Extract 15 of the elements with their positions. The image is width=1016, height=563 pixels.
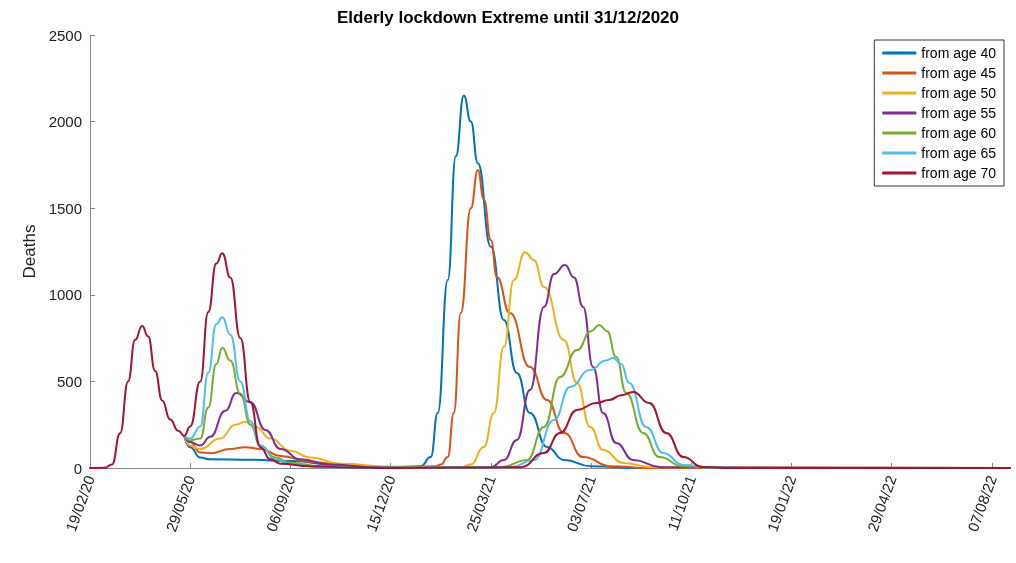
chart-title: Elderly lockdown Extreme until 31/12/2020 [336, 8, 680, 27]
y-tick-label: 500 [56, 372, 82, 390]
y-tick-label: 1500 [48, 199, 82, 217]
legend-label: from age 60 [921, 125, 997, 141]
legend-label: from age 55 [921, 105, 997, 121]
y-tick-label: 2000 [48, 113, 82, 131]
y-tick-label: 0 [73, 459, 82, 477]
legend-label: from age 70 [921, 165, 997, 181]
y-tick-label: 1000 [48, 286, 82, 304]
legend-label: from age 50 [921, 85, 997, 101]
legend-label: from age 40 [921, 45, 997, 61]
legend-label: from age 65 [921, 145, 997, 161]
y-tick-label: 2500 [48, 26, 82, 44]
legend-label: from age 45 [921, 65, 997, 81]
y-axis-title: Deaths [19, 224, 39, 279]
